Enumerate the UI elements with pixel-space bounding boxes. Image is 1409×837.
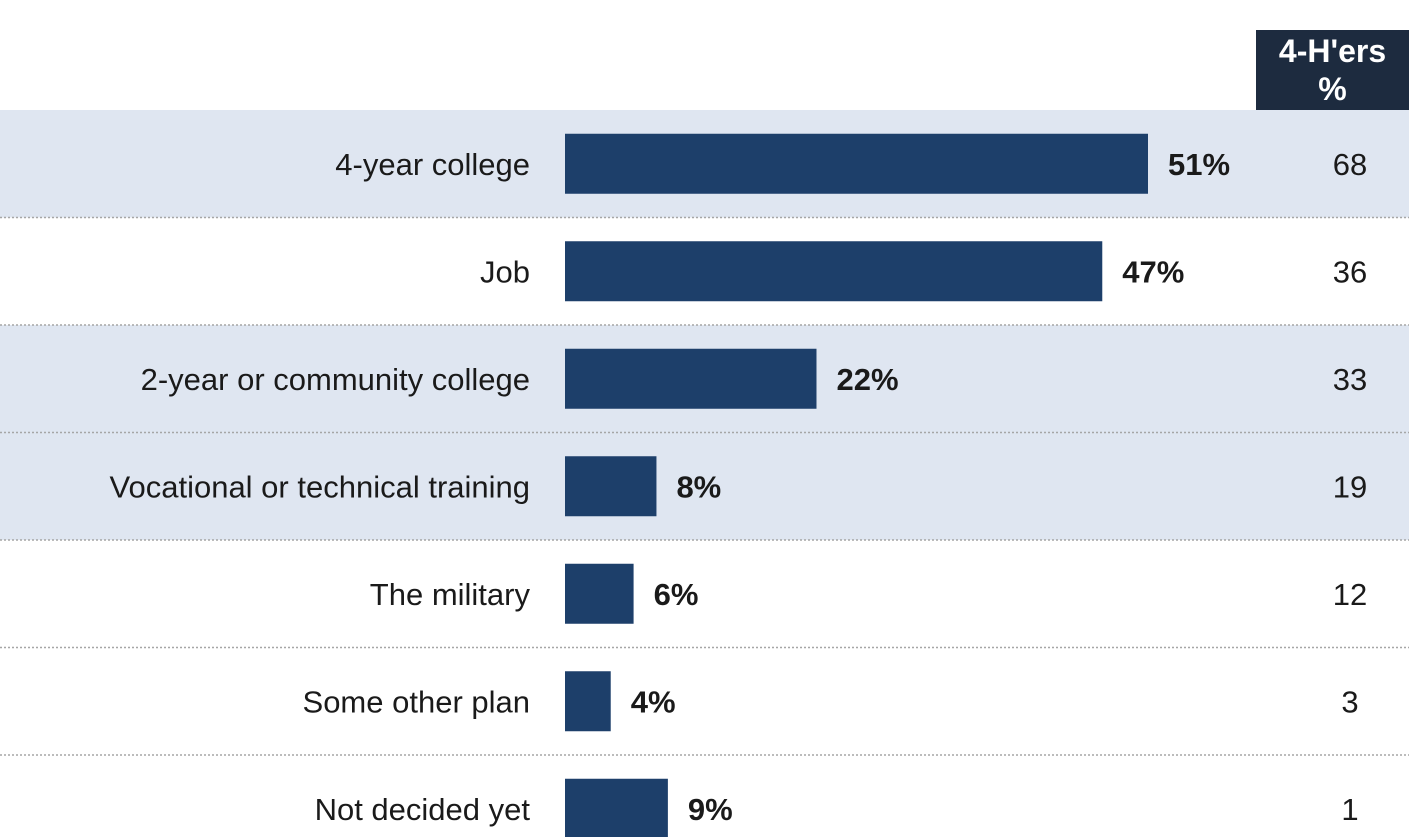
bar [565,348,817,409]
row-highlight [0,432,1409,540]
value-label: 9% [688,792,733,827]
bar [565,671,611,732]
comparison-value: 68 [1333,147,1367,182]
comparison-value: 3 [1341,684,1358,719]
bar [565,778,668,837]
value-label: 6% [654,577,699,612]
category-label: 2-year or community college [141,362,530,397]
value-label: 4% [631,684,676,719]
bar [565,241,1103,302]
comparison-value: 12 [1333,577,1367,612]
value-label: 22% [836,362,898,397]
value-label: 8% [676,469,721,504]
category-label: 4-year college [335,147,530,182]
value-label: 51% [1168,147,1230,182]
comparison-value: 36 [1333,254,1367,289]
bar [565,563,634,624]
category-label: The military [370,577,531,612]
comparison-column-header: 4-H'ers % [1256,30,1409,110]
category-label: Vocational or technical training [110,469,530,504]
comparison-header-line2: % [1318,71,1347,107]
value-label: 47% [1122,254,1184,289]
category-label: Not decided yet [315,792,531,827]
category-label: Job [480,254,530,289]
category-label: Some other plan [303,684,530,719]
comparison-header-line1: 4-H'ers [1278,33,1387,69]
comparison-value: 19 [1333,469,1367,504]
bar [565,133,1148,194]
comparison-value: 33 [1333,362,1367,397]
comparison-value: 1 [1341,792,1358,827]
bar [565,456,657,517]
